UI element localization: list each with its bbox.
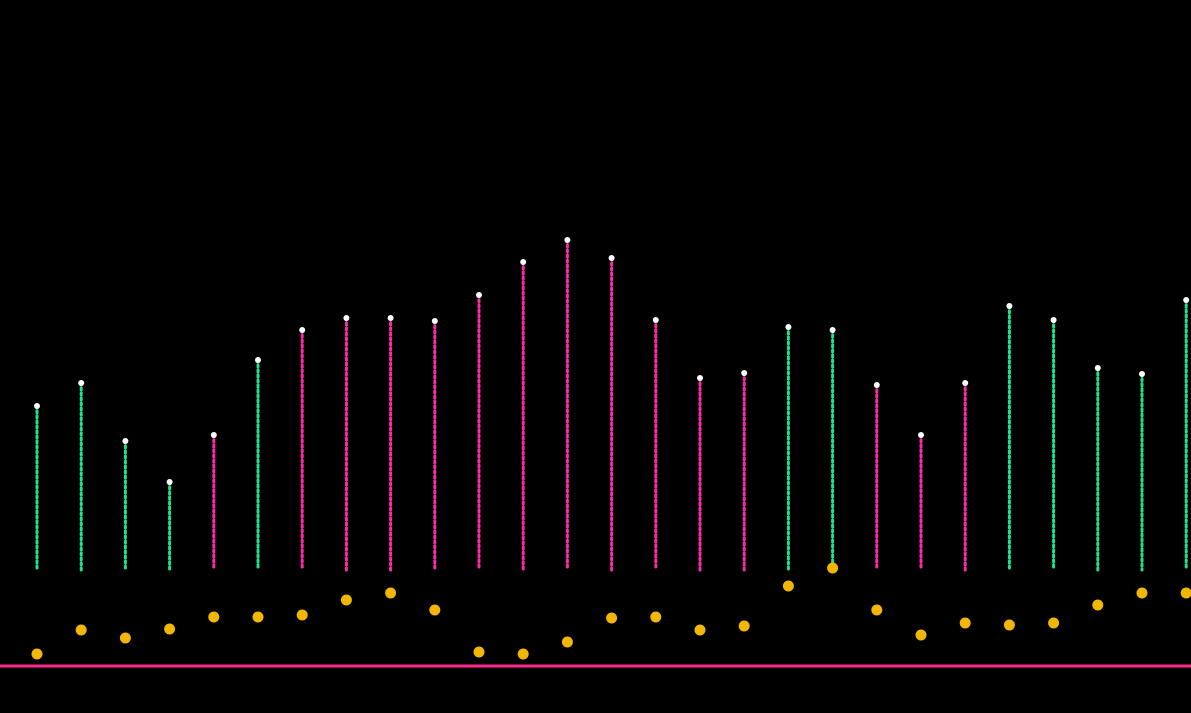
stem-top (608, 255, 615, 261)
stem-top (697, 375, 703, 381)
stem-top (34, 403, 40, 409)
dot (871, 604, 883, 616)
stem-top (1183, 297, 1190, 303)
stem-top (431, 318, 438, 324)
dot (340, 594, 352, 606)
stem-top (1139, 371, 1145, 377)
stem-top (1006, 303, 1013, 309)
dot (385, 587, 397, 599)
stem-top (387, 315, 394, 321)
stem-top (1050, 317, 1057, 323)
dot (1180, 587, 1191, 599)
stem-top (299, 327, 306, 333)
stem-top (873, 382, 880, 388)
dot (915, 629, 927, 641)
stem-top (122, 438, 129, 444)
stem-top (785, 324, 792, 330)
stem-top (741, 370, 748, 376)
stem-top (343, 315, 350, 321)
dot (1048, 617, 1060, 629)
dot (606, 612, 618, 624)
stem-top (166, 479, 173, 485)
dot (827, 562, 839, 574)
stem-top (652, 317, 659, 323)
dot (119, 632, 131, 644)
dot (738, 620, 750, 632)
stem-top (564, 237, 571, 243)
stem-top (210, 432, 217, 438)
dot (561, 636, 573, 648)
stem-top (255, 357, 261, 363)
stem-top (476, 292, 482, 298)
dot (1003, 619, 1015, 631)
stem-top (918, 432, 924, 438)
dot (694, 624, 706, 636)
dot (164, 623, 176, 635)
dot (473, 646, 485, 658)
dot (782, 580, 794, 592)
dot (31, 648, 43, 660)
dot (75, 624, 87, 636)
dot (296, 609, 308, 621)
stem-top (1094, 365, 1101, 371)
dot (1136, 587, 1148, 599)
dot (252, 611, 264, 623)
dot (208, 611, 220, 623)
dot (1092, 599, 1104, 611)
dot (959, 617, 971, 629)
stem-top (78, 380, 85, 386)
dot (429, 604, 441, 616)
stem-top (520, 259, 527, 265)
stem-top (962, 380, 969, 386)
dot (517, 648, 529, 660)
stem-top (829, 327, 836, 333)
dot (650, 611, 662, 623)
